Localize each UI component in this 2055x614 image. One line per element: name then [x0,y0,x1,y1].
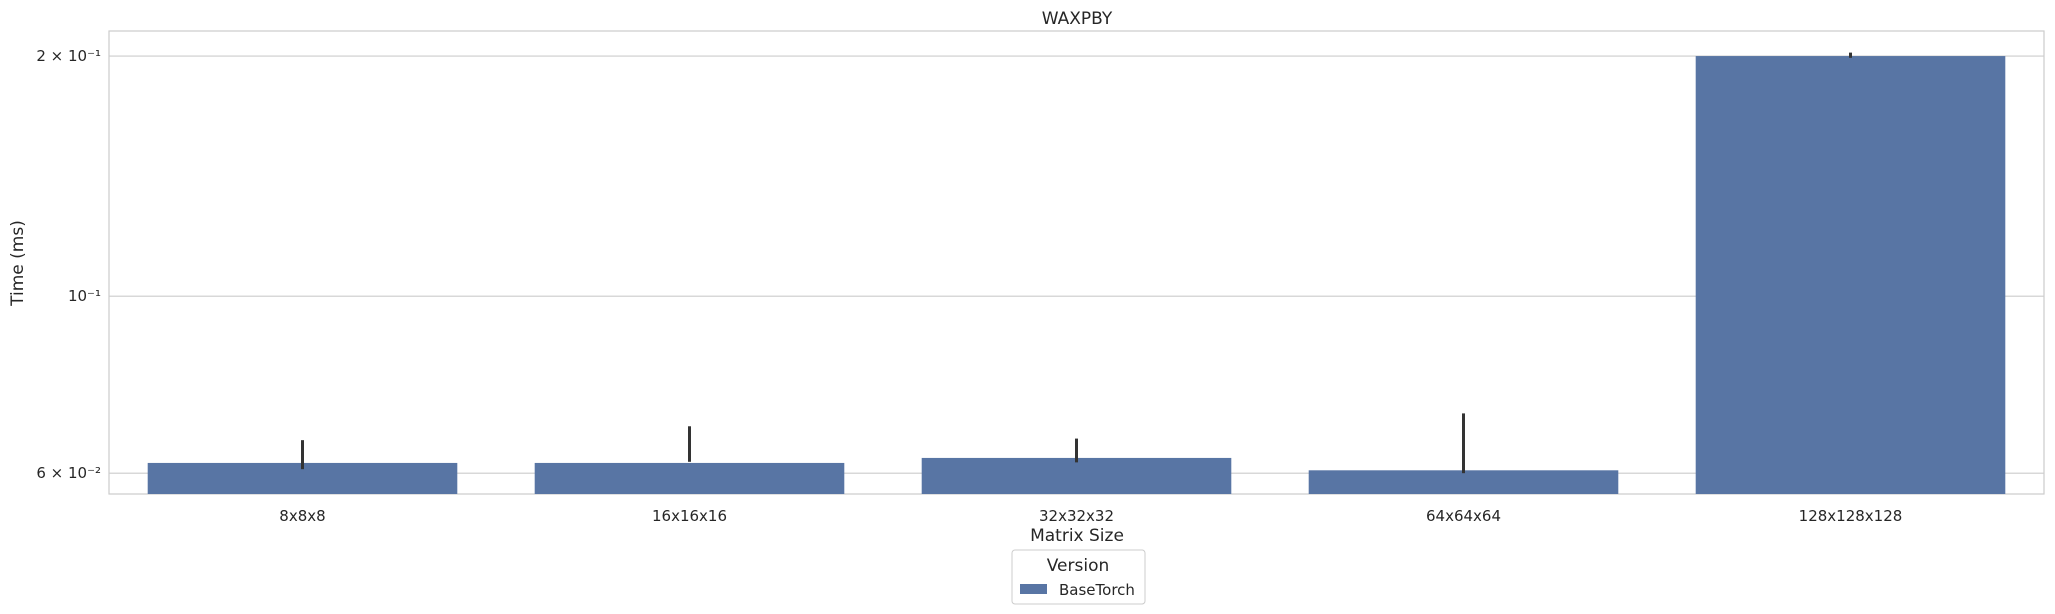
legend-title: Version [1047,556,1110,576]
y-tick-label-2: 6 × 10⁻² [36,464,101,482]
x-tick-label-64x64x64: 64x64x64 [1426,507,1501,525]
y-tick-label-1: 10⁻¹ [68,287,101,305]
y-tick-labels: 2 × 10⁻¹ 10⁻¹ 6 × 10⁻² [36,47,101,482]
bar-16x16x16 [534,462,845,494]
x-tick-labels: 8x8x8 16x16x16 32x32x32 64x64x64 128x128x128 [279,507,1902,525]
x-axis-label: Matrix Size [1030,526,1124,546]
legend-entry-basetorch: BaseTorch [1059,581,1135,599]
bar-64x64x64 [1308,470,1619,494]
bar-32x32x32 [921,457,1232,494]
legend: Version BaseTorch [1011,549,1146,605]
bars [147,56,2006,494]
error-bars [301,52,1852,474]
x-tick-label-8x8x8: 8x8x8 [279,507,325,525]
y-axis-label: Time (ms) [8,220,28,307]
y-tick-label-0: 2 × 10⁻¹ [36,47,101,65]
x-tick-label-16x16x16: 16x16x16 [652,507,727,525]
bar-128x128x128 [1695,56,2006,494]
chart-title: WAXPBY [1042,9,1113,29]
legend-swatch-basetorch [1020,584,1047,594]
x-tick-label-128x128x128: 128x128x128 [1799,507,1903,525]
x-tick-label-32x32x32: 32x32x32 [1039,507,1114,525]
